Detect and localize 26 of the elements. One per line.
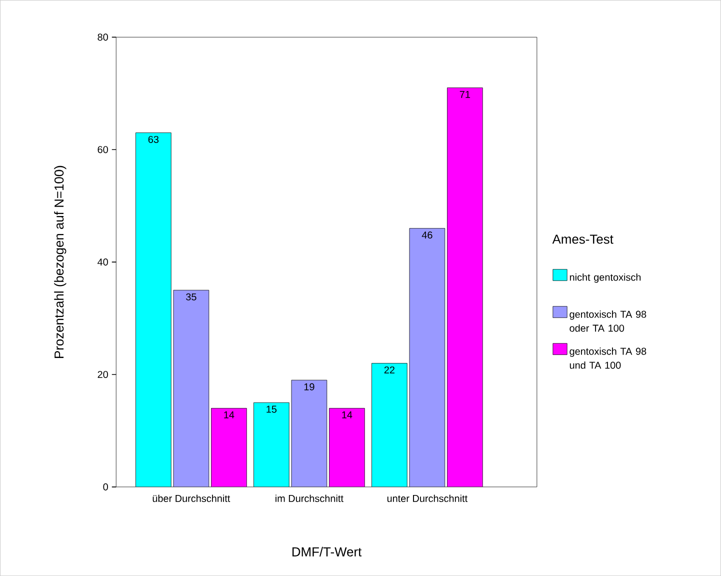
- legend-title: Ames-Test: [552, 234, 614, 244]
- data-label: 71: [460, 90, 470, 98]
- y-tick-label: 60: [98, 146, 108, 154]
- y-tick-label: 0: [103, 483, 108, 490]
- data-label: 14: [224, 411, 234, 418]
- data-label: 63: [148, 136, 159, 143]
- x-tick-label: über Durchschnitt: [152, 494, 230, 502]
- x-tick-label: im Durchschnitt: [276, 494, 344, 502]
- bar: [211, 408, 247, 487]
- bar: [447, 88, 483, 487]
- bar: [329, 408, 365, 487]
- data-label: 22: [384, 366, 394, 374]
- legend-label: gentoxisch TA 98 oder TA 100: [570, 310, 646, 332]
- y-tick-label: 40: [98, 258, 108, 266]
- x-axis-title: DMF/T-Wert: [292, 546, 362, 556]
- y-tick-label: 80: [98, 34, 108, 41]
- data-label: 35: [186, 293, 196, 300]
- legend-label: nicht gentoxisch: [570, 273, 641, 283]
- data-label: 14: [342, 411, 352, 418]
- data-label: 15: [266, 406, 277, 413]
- x-tick-label: unter Durchschnitt: [387, 494, 468, 502]
- legend-label: gentoxisch TA 98 und TA 100: [570, 348, 646, 369]
- y-tick-label: 20: [98, 370, 108, 378]
- y-axis-title: Prozentzahl (bezogen auf N=100): [54, 166, 66, 358]
- data-label: 19: [304, 383, 314, 390]
- data-label: 46: [422, 231, 432, 239]
